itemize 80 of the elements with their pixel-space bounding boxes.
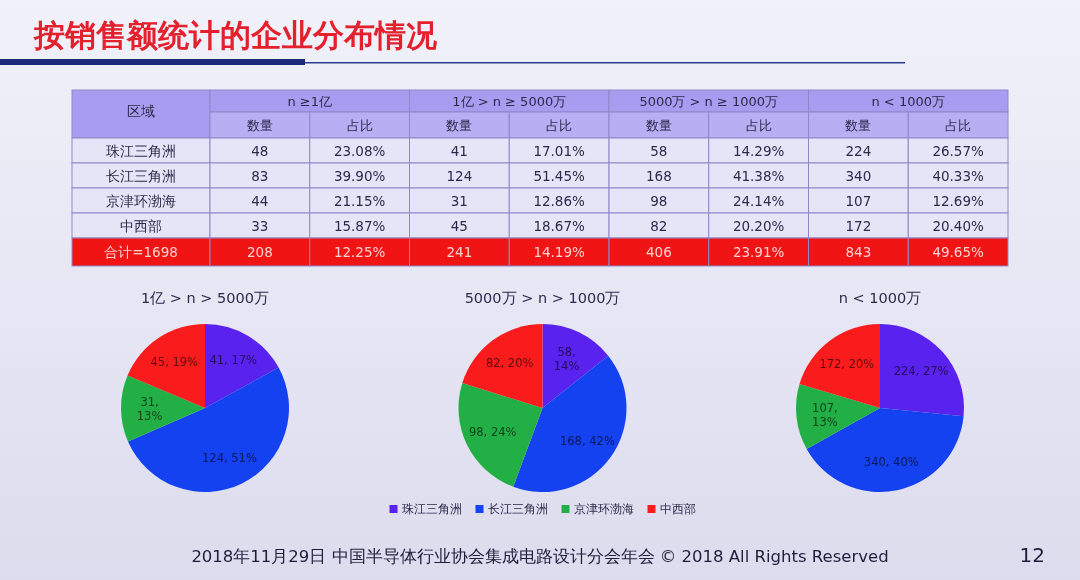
- cell-label: 23.08%: [333, 142, 386, 159]
- y-tick: 珠江三角洲: [106, 142, 176, 159]
- data-label: 124, 51%: [202, 450, 257, 465]
- title: 1亿 > n > 5000万: [140, 290, 270, 306]
- data-label: 107, 13%: [812, 401, 838, 430]
- title: n < 1000万: [838, 290, 922, 306]
- cell-label: 406: [646, 244, 672, 260]
- cell-label: 82: [650, 217, 668, 234]
- cell-label: 172: [845, 217, 872, 234]
- data-label: 82, 20%: [485, 356, 534, 371]
- cell-label: 12.86%: [533, 192, 585, 209]
- cell-label: 41.38%: [732, 167, 785, 184]
- title: 按销售额统计的企业分布情况: [34, 17, 437, 53]
- y-tick: 长江三角洲: [106, 167, 176, 184]
- cell-label: 208: [247, 244, 273, 260]
- cell-label: 23.91%: [732, 244, 785, 260]
- cell-label: 33: [251, 217, 269, 234]
- annotation: n ≥1亿: [287, 93, 332, 109]
- cell-label: 14.19%: [533, 244, 585, 260]
- cell-label: 17.01%: [533, 142, 585, 159]
- cell-label: 12.69%: [932, 192, 984, 209]
- cell-label: 168: [646, 167, 672, 184]
- cell-label: 24.14%: [732, 192, 785, 209]
- cell-label: 124: [446, 167, 473, 184]
- cell-label: 31: [450, 192, 468, 209]
- data-label: 45, 19%: [150, 354, 199, 369]
- annotation: 12: [1019, 543, 1045, 567]
- cell-label: 39.90%: [333, 167, 386, 184]
- cell-label: 98: [650, 192, 668, 209]
- y-tick: 合计=1698: [104, 244, 178, 260]
- cell-label: 44: [251, 192, 269, 209]
- x-tick: 占比: [945, 117, 972, 133]
- cell-label: 45: [450, 217, 468, 234]
- data-label: 41, 17%: [209, 353, 257, 368]
- cell-label: 12.25%: [333, 244, 386, 260]
- x-tick: 占比: [546, 117, 573, 133]
- cell-label: 21.15%: [333, 192, 386, 209]
- cell-label: 15.87%: [333, 217, 386, 234]
- cell-label: 49.65%: [932, 244, 984, 260]
- legend-label: 中西部: [659, 502, 696, 516]
- ylabel: 区域: [127, 103, 155, 119]
- data-label: 98, 24%: [469, 425, 517, 440]
- x-tick: 数量: [246, 117, 273, 133]
- annotation: 1亿 > n ≥ 5000万: [452, 93, 567, 109]
- data-label: 58, 14%: [553, 345, 580, 374]
- x-tick: 数量: [645, 117, 672, 133]
- x-tick: 占比: [745, 117, 772, 133]
- cell-label: 20.40%: [932, 217, 984, 234]
- legend-label: 长江三角洲: [487, 502, 548, 516]
- x-tick: 数量: [845, 117, 872, 133]
- cell-label: 41: [450, 142, 468, 159]
- cell-label: 20.20%: [732, 217, 785, 234]
- legend-label: 京津环渤海: [573, 502, 634, 516]
- data-label: 172, 20%: [819, 356, 875, 371]
- cell-label: 241: [446, 244, 473, 260]
- title: 5000万 > n > 1000万: [464, 290, 621, 306]
- cell-label: 340: [845, 167, 872, 184]
- annotation: 2018年11月29日 中国半导体行业协会集成电路设计分会年会 © 2018 All Rights Reserved: [191, 547, 889, 566]
- data-label: 340, 40%: [863, 455, 919, 470]
- data-label: 224, 27%: [893, 363, 949, 378]
- cell-label: 843: [845, 244, 872, 260]
- cell-label: 18.67%: [533, 217, 585, 234]
- annotation: 5000万 > n ≥ 1000万: [639, 93, 779, 109]
- cell-label: 51.45%: [533, 167, 585, 184]
- data-label: 168, 42%: [560, 433, 615, 448]
- legend-label: 珠江三角洲: [401, 502, 462, 516]
- cell-label: 40.33%: [932, 167, 984, 184]
- cell-label: 58: [650, 142, 668, 159]
- annotation: n < 1000万: [871, 93, 945, 109]
- x-tick: 占比: [346, 117, 373, 133]
- y-tick: 京津环渤海: [106, 192, 176, 209]
- cell-label: 224: [845, 142, 872, 159]
- data-label: 31, 13%: [136, 395, 163, 424]
- x-tick: 数量: [446, 117, 473, 133]
- cell-label: 26.57%: [932, 142, 984, 159]
- cell-label: 48: [251, 142, 269, 159]
- cell-label: 107: [845, 192, 872, 209]
- y-tick: 中西部: [120, 217, 162, 234]
- cell-label: 83: [251, 167, 269, 184]
- cell-label: 14.29%: [732, 142, 785, 159]
